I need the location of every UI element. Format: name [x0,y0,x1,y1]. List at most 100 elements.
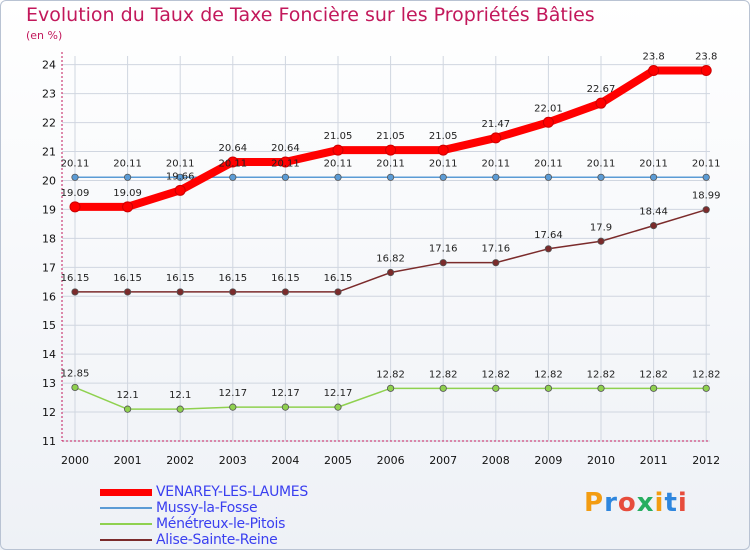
logo-letter: i [677,488,688,518]
data-label: 12.1 [169,390,191,401]
legend-item-mussy: Mussy-la-Fosse [100,500,308,516]
data-label: 23.8 [642,51,664,62]
series-point-1 [124,173,132,181]
data-label: 12.82 [639,369,668,380]
y-tick-label: 12 [42,406,56,419]
logo-letter: o [617,488,637,518]
data-label: 20.11 [113,158,142,169]
data-label: 19.66 [166,171,195,182]
data-label: 12.82 [587,369,616,380]
logo-letter: r [604,488,618,518]
series-point-2 [229,403,237,411]
data-label: 20.11 [166,158,195,169]
y-tick-label: 18 [42,232,56,245]
data-label: 16.15 [166,273,195,284]
series-point-0 [490,132,502,144]
series-point-0 [279,156,291,168]
legend-item-venarey: VENAREY-LES-LAUMES [100,484,308,500]
data-label: 18.99 [692,191,721,202]
series-point-2 [281,403,289,411]
series-point-2 [492,384,500,392]
series-point-1 [281,173,289,181]
y-tick-label: 21 [42,146,56,159]
series-point-3 [544,245,553,253]
y-tick-label: 24 [42,59,56,72]
data-label: 20.11 [587,158,616,169]
series-point-1 [492,173,500,181]
series-point-0 [122,201,134,213]
series-point-3 [281,288,289,296]
series-point-0 [69,201,81,213]
y-tick-label: 23 [42,88,56,101]
series-point-2 [71,383,79,392]
series-point-3 [334,288,342,296]
series-point-1 [176,173,184,181]
y-tick-label: 22 [42,117,56,130]
series-point-0 [595,97,607,109]
chart-title: Evolution du Taux de Taxe Foncière sur l… [26,4,595,26]
data-label: 12.82 [429,369,458,380]
x-tick-label: 2001 [114,454,142,467]
logo-letter: x [636,488,655,518]
data-label: 20.64 [271,143,300,154]
data-label: 20.11 [271,158,300,169]
x-tick-label: 2006 [377,454,405,467]
series-point-2 [124,405,132,413]
series-point-2 [597,384,605,392]
y-tick-label: 13 [42,377,56,390]
x-tick-label: 2012 [692,454,720,467]
legend-label-menetreux: Ménétreux-le-Pitois [156,516,286,532]
data-label: 21.05 [376,131,405,142]
legend-swatch-alise [100,539,152,541]
y-tick-label: 19 [42,203,56,216]
x-tick-label: 2005 [324,454,352,467]
y-tick-label: 15 [42,319,56,332]
data-label: 12.82 [481,369,510,380]
x-tick-label: 2003 [219,454,247,467]
series-point-2 [544,384,553,392]
series-point-0 [648,64,660,76]
logo-letter: i [654,488,665,518]
y-tick-label: 20 [42,174,56,187]
proxiti-logo: Proxiti [584,488,688,518]
data-label: 16.15 [61,273,90,284]
series-point-1 [544,173,553,181]
y-tick-label: 11 [42,435,56,448]
legend-swatch-menetreux [100,523,152,525]
legend-label-alise: Alise-Sainte-Reine [156,532,278,548]
data-label: 12.82 [376,369,405,380]
logo-letter: P [584,488,605,518]
x-tick-label: 2009 [534,454,562,467]
data-label: 16.15 [324,273,353,284]
series-point-2 [334,403,342,411]
data-label: 20.11 [429,158,458,169]
series-point-0 [437,144,449,156]
y-tick-label: 16 [42,290,56,303]
data-label: 16.15 [113,273,142,284]
series-point-1 [71,173,79,181]
y-tick-label: 14 [42,348,56,361]
data-label: 19.09 [113,188,142,199]
data-label: 16.15 [218,273,247,284]
series-point-1 [439,173,447,181]
series-point-3 [386,268,395,277]
series-point-3 [649,222,658,230]
chart-legend: VENAREY-LES-LAUMES Mussy-la-Fosse Ménétr… [100,484,308,548]
x-tick-label: 2008 [482,454,510,467]
legend-label-venarey: VENAREY-LES-LAUMES [156,484,308,500]
series-point-3 [176,288,184,296]
series-point-1 [702,173,710,181]
data-label: 20.11 [218,158,247,169]
data-label: 20.11 [639,158,668,169]
legend-swatch-mussy [100,507,152,509]
series-point-3 [702,206,710,214]
data-label: 12.82 [692,369,721,380]
data-label: 12.17 [324,388,353,399]
data-label: 17.16 [481,244,510,255]
data-label: 16.15 [271,273,300,284]
x-tick-label: 2004 [271,454,299,467]
legend-item-menetreux: Ménétreux-le-Pitois [100,516,308,532]
legend-swatch-venarey [100,488,152,496]
y-tick-label: 17 [42,261,56,274]
